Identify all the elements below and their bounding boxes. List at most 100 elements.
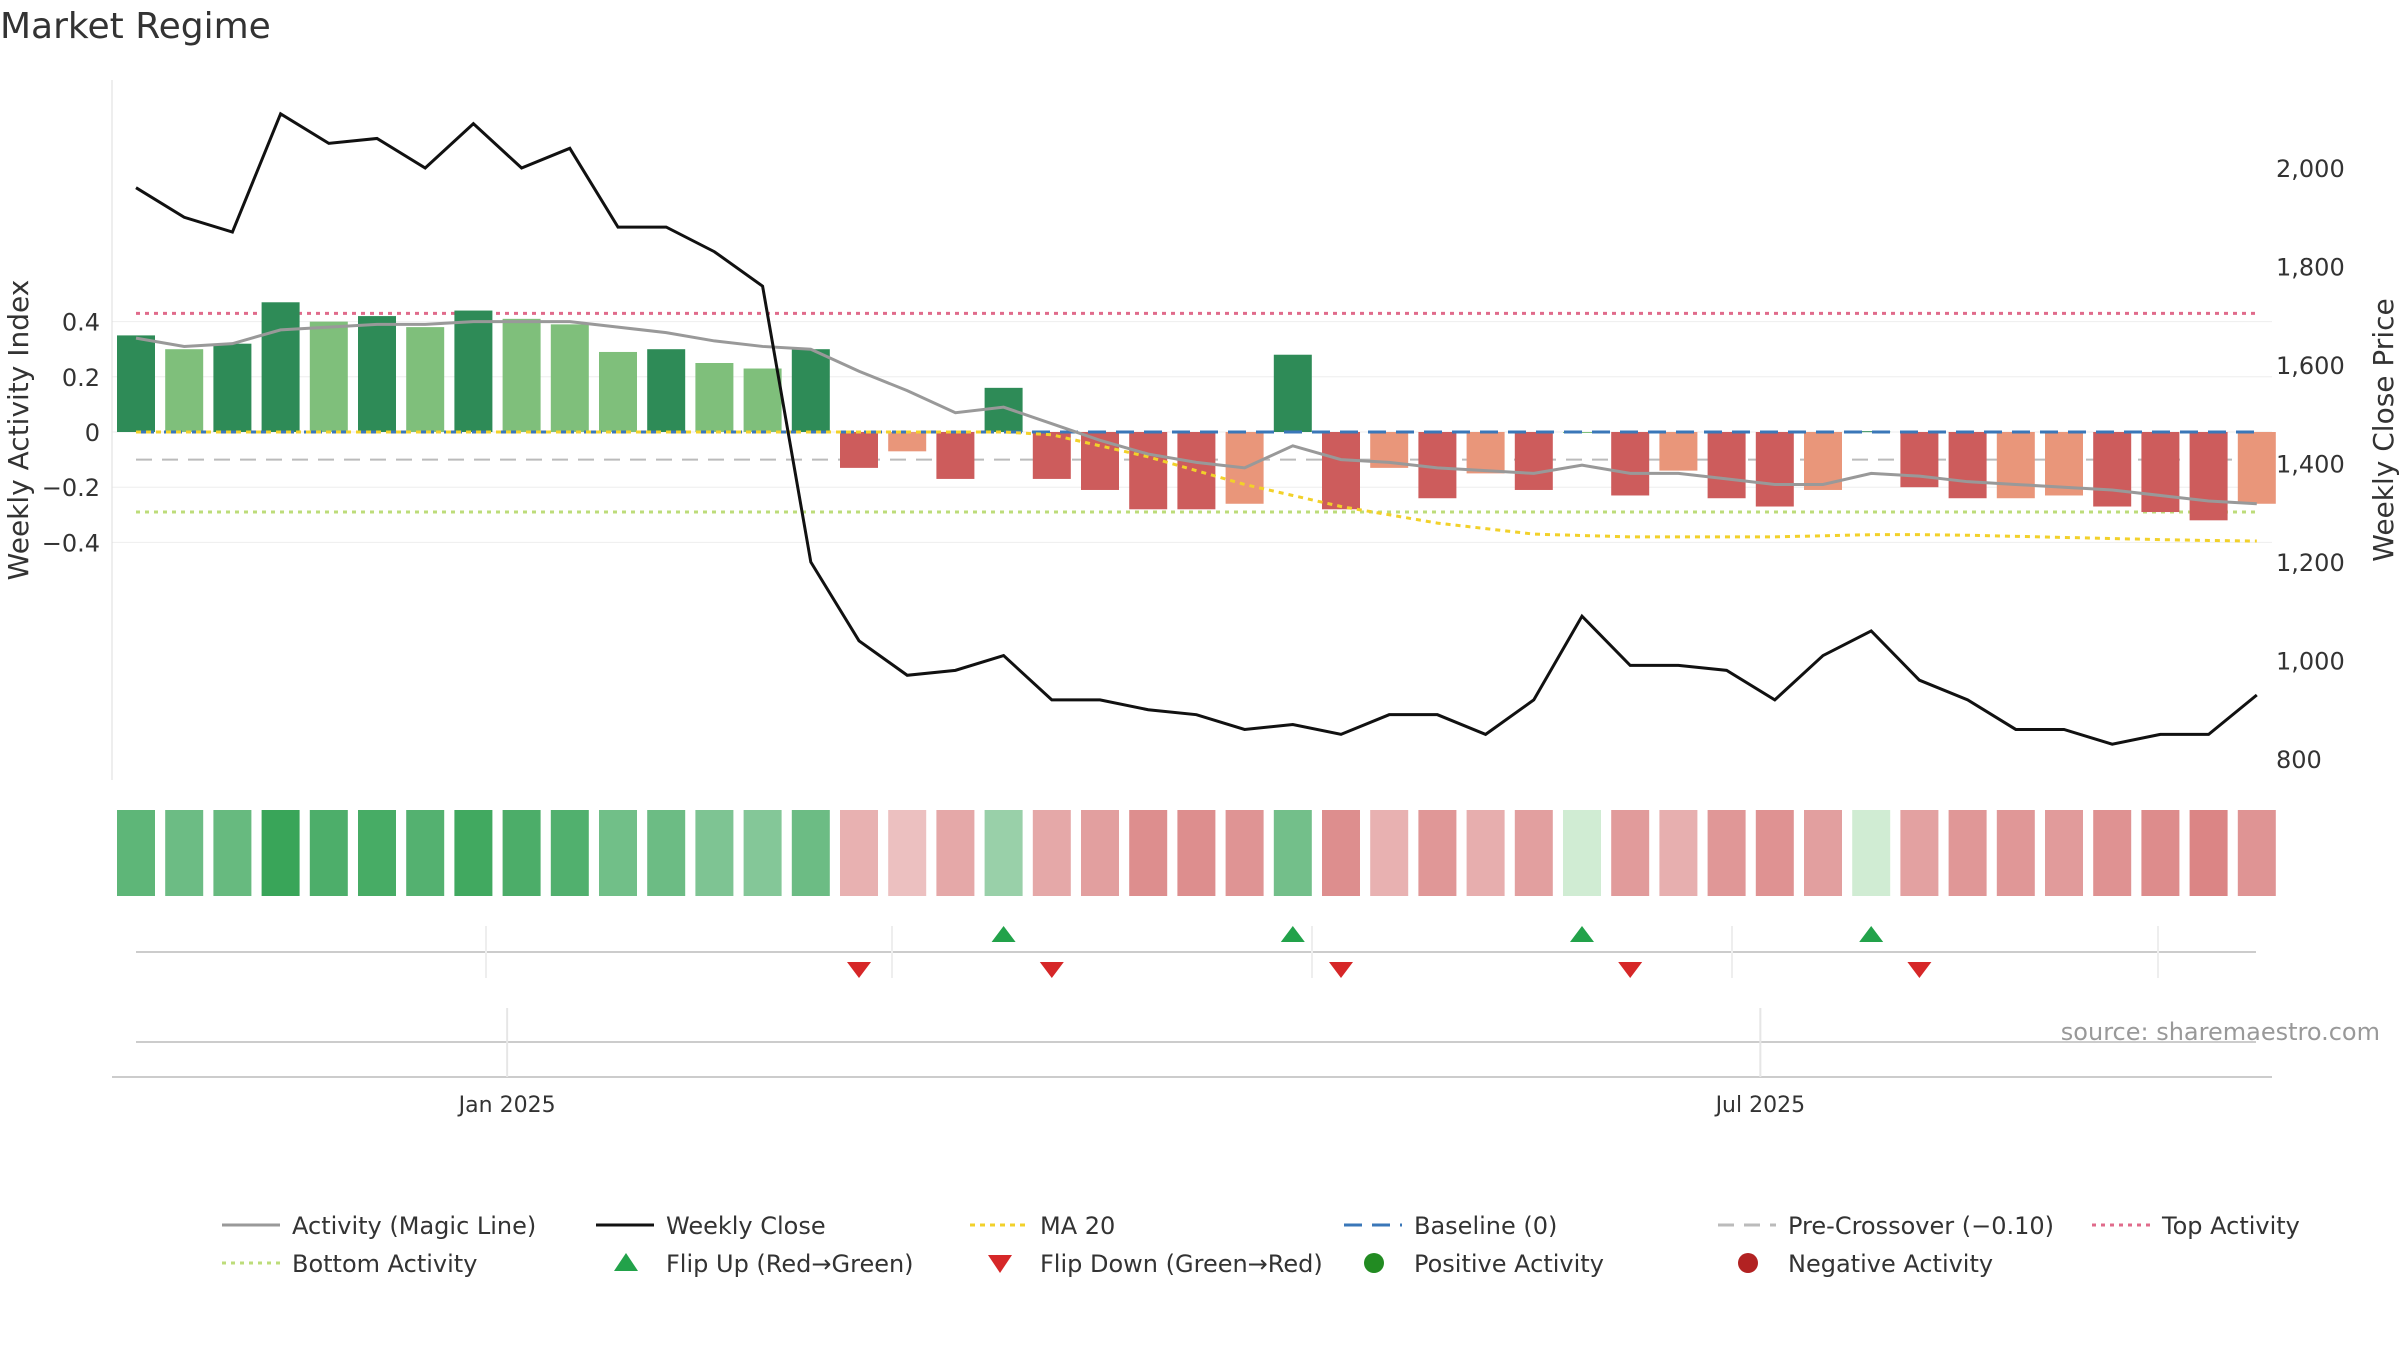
activity-bar — [2189, 432, 2228, 521]
activity-bar — [1032, 432, 1071, 479]
legend-label: Weekly Close — [666, 1212, 826, 1240]
flip-up-marker — [1570, 926, 1594, 942]
flip-down-marker — [1907, 962, 1932, 978]
heat-cell — [791, 810, 830, 896]
activity-bar — [695, 363, 734, 432]
y2-tick-label: 2,000 — [2276, 155, 2345, 183]
activity-bar — [743, 368, 782, 432]
y-tick-label: −0.4 — [42, 529, 100, 557]
activity-bar — [840, 432, 878, 468]
heat-cell — [1032, 810, 1071, 896]
legend-dot-icon — [1738, 1253, 1758, 1273]
ma20-line — [136, 430, 2257, 543]
heat-cell — [2141, 810, 2180, 896]
activity-bar — [117, 335, 155, 432]
y2-tick-label: 1,400 — [2276, 451, 2345, 479]
heat-cell — [358, 810, 396, 896]
heat-cell — [454, 810, 493, 896]
heat-cell — [1659, 810, 1698, 896]
heat-cell — [840, 810, 878, 896]
heat-cell — [599, 810, 637, 896]
heat-cell — [1996, 810, 2035, 896]
x-tick-label: Jul 2025 — [1714, 1093, 1806, 1118]
heat-cell — [1322, 810, 1360, 896]
legend-flip-up-icon — [614, 1253, 638, 1271]
activity-bar — [1948, 432, 1987, 499]
legend-label: Baseline (0) — [1414, 1212, 1557, 1240]
legend-label: Flip Up (Red→Green) — [666, 1250, 914, 1278]
weekly-close-line — [135, 111, 2258, 746]
activity-bar — [2237, 432, 2276, 504]
heat-cell — [1225, 810, 1264, 896]
legend-label: Flip Down (Green→Red) — [1040, 1250, 1323, 1278]
heat-cell — [1129, 810, 1168, 896]
heat-cell — [2093, 810, 2132, 896]
heat-cell — [1418, 810, 1457, 896]
activity-bar — [1659, 432, 1698, 471]
heat-cell — [984, 810, 1023, 896]
heat-cell — [1563, 810, 1601, 896]
source-label: source: sharemaestro.com — [2061, 1018, 2380, 1046]
legend-label: MA 20 — [1040, 1212, 1115, 1240]
legend-label: Activity (Magic Line) — [292, 1212, 536, 1240]
activity-bar — [791, 349, 830, 432]
x-tick-label: Jan 2025 — [457, 1093, 556, 1118]
y-tick-label: 0.2 — [62, 364, 100, 392]
heat-cell — [261, 810, 300, 896]
heat-cell — [743, 810, 782, 896]
y2-tick-label: 1,600 — [2276, 352, 2345, 380]
heat-cell — [1900, 810, 1939, 896]
activity-bar — [1273, 354, 1312, 432]
heat-cell — [1755, 810, 1794, 896]
chart-title: Market Regime — [0, 6, 271, 47]
heat-cell — [1466, 810, 1505, 896]
activity-bar — [550, 324, 589, 432]
activity-bar — [1322, 432, 1360, 510]
heat-cell — [647, 810, 686, 896]
legend-label: Top Activity — [2161, 1212, 2300, 1240]
activity-bar — [1707, 432, 1746, 499]
heat-cell — [213, 810, 252, 896]
heat-cell — [1707, 810, 1746, 896]
activity-bar — [936, 432, 975, 479]
heat-cell — [309, 810, 348, 896]
heat-cell — [1177, 810, 1216, 896]
flip-down-marker — [1039, 962, 1064, 978]
y2-tick-label: 800 — [2276, 746, 2322, 774]
legend-flip-down-icon — [988, 1255, 1012, 1273]
heat-cell — [1370, 810, 1409, 896]
activity-bar — [358, 316, 396, 432]
heat-cell — [2189, 810, 2228, 896]
heat-cell — [888, 810, 927, 896]
activity-bar — [165, 349, 204, 432]
activity-bar — [1755, 432, 1794, 507]
heat-cell — [502, 810, 541, 896]
y-axis-label: Weekly Activity Index — [2, 280, 35, 581]
activity-bar — [1129, 432, 1168, 510]
activity-bar — [261, 302, 300, 432]
activity-bar — [309, 321, 348, 432]
y-tick-label: 0.4 — [62, 309, 100, 337]
flip-down-marker — [1618, 962, 1643, 978]
activity-bar — [888, 432, 927, 452]
heat-cell — [406, 810, 445, 896]
heat-cell — [550, 810, 589, 896]
y2-axis-label: Weekly Close Price — [2367, 298, 2400, 561]
activity-bar — [2093, 432, 2132, 507]
legend-label: Pre-Crossover (−0.10) — [1788, 1212, 2054, 1240]
activity-bar — [647, 349, 686, 432]
activity-bar — [1611, 432, 1650, 496]
heat-cell — [1804, 810, 1842, 896]
flip-down-marker — [1329, 962, 1353, 978]
heat-cell — [1852, 810, 1891, 896]
heat-cell — [1514, 810, 1553, 896]
activity-bar — [1466, 432, 1505, 474]
y2-tick-label: 1,000 — [2276, 648, 2345, 676]
y-tick-label: 0 — [85, 419, 100, 447]
flip-down-marker — [847, 962, 871, 978]
activity-bar — [2141, 432, 2180, 513]
heat-cell — [2237, 810, 2276, 896]
heat-cell — [936, 810, 975, 896]
flip-up-marker — [1859, 926, 1884, 942]
